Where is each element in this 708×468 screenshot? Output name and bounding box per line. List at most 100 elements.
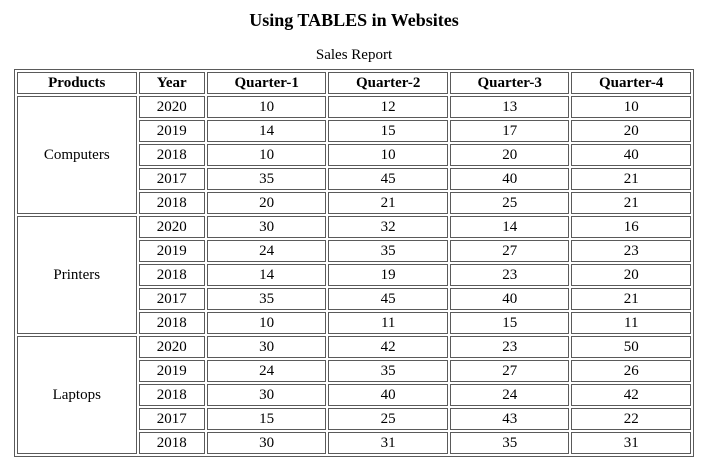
sales-report-table: Sales Report Products Year Quarter-1 Qua… xyxy=(14,47,694,457)
page: Using TABLES in Websites Sales Report Pr… xyxy=(14,10,694,457)
value-cell: 23 xyxy=(449,336,570,358)
value-cell: 24 xyxy=(206,240,327,262)
table-row: 2019 24 35 27 23 xyxy=(17,240,691,262)
year-cell: 2017 xyxy=(138,288,205,310)
value-cell: 31 xyxy=(328,432,448,454)
page-title: Using TABLES in Websites xyxy=(249,10,459,30)
value-cell: 26 xyxy=(571,360,691,382)
value-cell: 40 xyxy=(328,384,448,406)
value-cell: 50 xyxy=(571,336,691,358)
value-cell: 40 xyxy=(449,168,570,190)
table-header: Products Year Quarter-1 Quarter-2 Quarte… xyxy=(17,72,691,94)
value-cell: 11 xyxy=(328,312,448,334)
year-cell: 2018 xyxy=(138,384,205,406)
table-body: Computers 2020 10 12 13 10 2019 14 15 17… xyxy=(17,96,691,454)
table-row: 2018 30 40 24 42 xyxy=(17,384,691,406)
value-cell: 27 xyxy=(449,240,570,262)
year-cell: 2017 xyxy=(138,408,205,430)
value-cell: 20 xyxy=(571,120,691,142)
header-quarter-4: Quarter-4 xyxy=(571,72,691,94)
year-cell: 2019 xyxy=(138,240,205,262)
value-cell: 42 xyxy=(328,336,448,358)
value-cell: 20 xyxy=(449,144,570,166)
year-cell: 2017 xyxy=(138,168,205,190)
header-quarter-2: Quarter-2 xyxy=(328,72,448,94)
table-row: 2017 15 25 43 22 xyxy=(17,408,691,430)
value-cell: 15 xyxy=(328,120,448,142)
value-cell: 30 xyxy=(206,216,327,238)
value-cell: 20 xyxy=(571,264,691,286)
year-cell: 2018 xyxy=(138,312,205,334)
header-row: Products Year Quarter-1 Quarter-2 Quarte… xyxy=(17,72,691,94)
product-cell-printers: Printers xyxy=(17,216,137,334)
value-cell: 12 xyxy=(328,96,448,118)
value-cell: 30 xyxy=(206,336,327,358)
value-cell: 35 xyxy=(328,360,448,382)
year-cell: 2020 xyxy=(138,216,205,238)
value-cell: 20 xyxy=(206,192,327,214)
value-cell: 13 xyxy=(449,96,570,118)
value-cell: 24 xyxy=(206,360,327,382)
value-cell: 21 xyxy=(571,168,691,190)
table-row: 2017 35 45 40 21 xyxy=(17,288,691,310)
table-row: 2018 14 19 23 20 xyxy=(17,264,691,286)
value-cell: 35 xyxy=(206,168,327,190)
year-cell: 2018 xyxy=(138,264,205,286)
value-cell: 35 xyxy=(328,240,448,262)
value-cell: 17 xyxy=(449,120,570,142)
header-quarter-1: Quarter-1 xyxy=(206,72,327,94)
value-cell: 14 xyxy=(449,216,570,238)
value-cell: 10 xyxy=(328,144,448,166)
value-cell: 19 xyxy=(328,264,448,286)
value-cell: 27 xyxy=(449,360,570,382)
value-cell: 10 xyxy=(206,96,327,118)
year-cell: 2018 xyxy=(138,144,205,166)
year-cell: 2018 xyxy=(138,432,205,454)
value-cell: 21 xyxy=(571,288,691,310)
value-cell: 45 xyxy=(328,288,448,310)
value-cell: 25 xyxy=(449,192,570,214)
table-row: 2017 35 45 40 21 xyxy=(17,168,691,190)
table-caption: Sales Report xyxy=(315,47,393,63)
table-row: Laptops 2020 30 42 23 50 xyxy=(17,336,691,454)
year-cell: 2019 xyxy=(138,360,205,382)
value-cell: 31 xyxy=(571,432,691,454)
table-row: 2018 20 21 25 21 xyxy=(17,192,691,214)
value-cell: 35 xyxy=(449,432,570,454)
product-cell-laptops: Laptops xyxy=(17,336,137,454)
table-row: 2018 10 10 20 40 xyxy=(17,144,691,166)
table-row: 2019 14 15 17 20 xyxy=(17,120,691,142)
table-row: 2018 10 11 15 11 xyxy=(17,312,691,334)
value-cell: 15 xyxy=(449,312,570,334)
value-cell: 43 xyxy=(449,408,570,430)
product-cell-computers: Computers xyxy=(17,96,137,214)
value-cell: 21 xyxy=(571,192,691,214)
value-cell: 14 xyxy=(206,120,327,142)
value-cell: 10 xyxy=(206,312,327,334)
value-cell: 40 xyxy=(571,144,691,166)
value-cell: 45 xyxy=(328,168,448,190)
table-row: Computers 2020 10 12 13 10 xyxy=(17,96,691,214)
header-quarter-3: Quarter-3 xyxy=(449,72,570,94)
year-cell: 2020 xyxy=(138,96,205,118)
year-cell: 2020 xyxy=(138,336,205,358)
value-cell: 16 xyxy=(571,216,691,238)
value-cell: 30 xyxy=(206,432,327,454)
header-year: Year xyxy=(138,72,205,94)
value-cell: 23 xyxy=(571,240,691,262)
value-cell: 25 xyxy=(328,408,448,430)
value-cell: 24 xyxy=(449,384,570,406)
value-cell: 10 xyxy=(206,144,327,166)
table-row: 2019 24 35 27 26 xyxy=(17,360,691,382)
value-cell: 23 xyxy=(449,264,570,286)
value-cell: 35 xyxy=(206,288,327,310)
value-cell: 40 xyxy=(449,288,570,310)
value-cell: 10 xyxy=(571,96,691,118)
value-cell: 30 xyxy=(206,384,327,406)
value-cell: 22 xyxy=(571,408,691,430)
year-cell: 2019 xyxy=(138,120,205,142)
year-cell: 2018 xyxy=(138,192,205,214)
table-row: Printers 2020 30 32 14 16 xyxy=(17,216,691,334)
table-row: 2018 30 31 35 31 xyxy=(17,432,691,454)
value-cell: 32 xyxy=(328,216,448,238)
